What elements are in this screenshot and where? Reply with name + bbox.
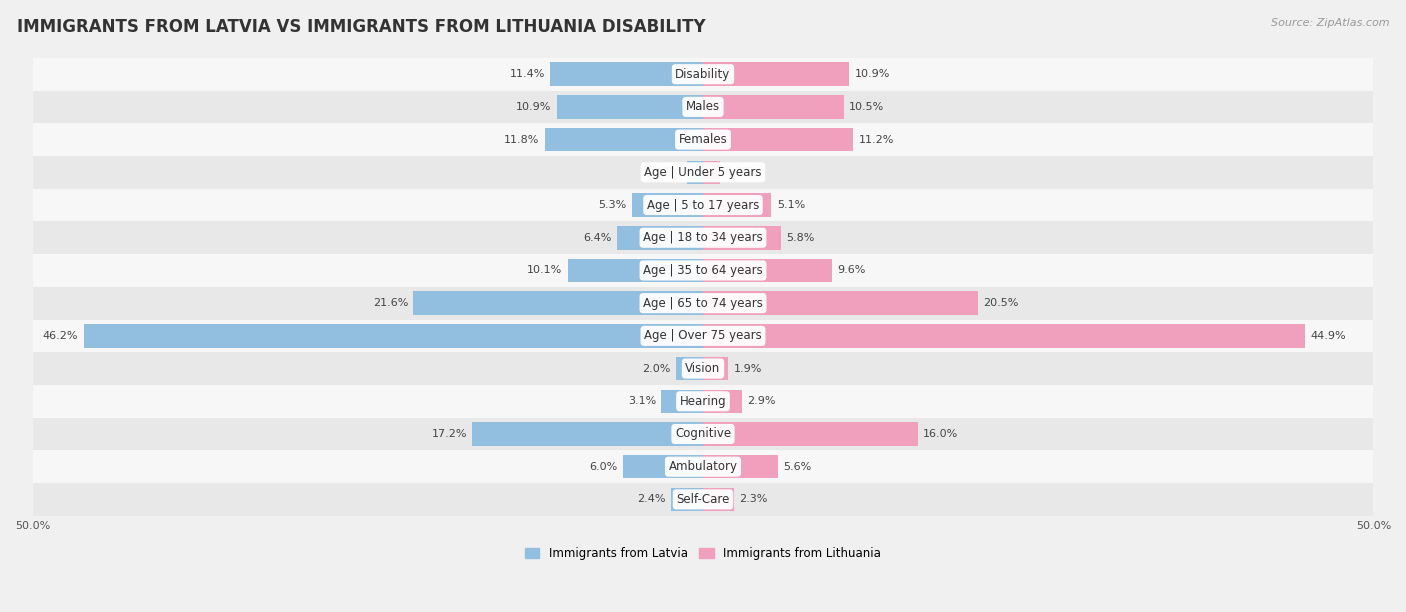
Bar [617, 226, 703, 250]
Text: 5.6%: 5.6% [783, 461, 811, 472]
Bar [703, 160, 720, 184]
Text: 20.5%: 20.5% [983, 298, 1018, 308]
Legend: Immigrants from Latvia, Immigrants from Lithuania: Immigrants from Latvia, Immigrants from … [520, 542, 886, 565]
Text: 21.6%: 21.6% [373, 298, 408, 308]
Text: 1.2%: 1.2% [654, 167, 682, 177]
Text: Self-Care: Self-Care [676, 493, 730, 506]
Text: 2.9%: 2.9% [747, 397, 776, 406]
Text: 44.9%: 44.9% [1310, 331, 1346, 341]
Bar [703, 226, 780, 250]
Bar [32, 222, 1374, 254]
Bar [703, 488, 734, 511]
Text: 6.4%: 6.4% [583, 233, 612, 243]
Text: 9.6%: 9.6% [837, 266, 866, 275]
Text: 11.4%: 11.4% [509, 69, 544, 79]
Text: Source: ZipAtlas.com: Source: ZipAtlas.com [1271, 18, 1389, 28]
Text: 10.9%: 10.9% [516, 102, 551, 112]
Bar [703, 193, 772, 217]
Bar [32, 188, 1374, 222]
Bar [631, 193, 703, 217]
Text: 3.1%: 3.1% [628, 397, 657, 406]
Text: Age | 65 to 74 years: Age | 65 to 74 years [643, 297, 763, 310]
Text: 1.3%: 1.3% [725, 167, 754, 177]
Text: 11.8%: 11.8% [505, 135, 540, 144]
Text: 5.1%: 5.1% [776, 200, 806, 210]
Bar [32, 254, 1374, 287]
Bar [32, 91, 1374, 123]
Text: 46.2%: 46.2% [42, 331, 79, 341]
Bar [32, 450, 1374, 483]
Text: 5.3%: 5.3% [599, 200, 627, 210]
Text: 17.2%: 17.2% [432, 429, 467, 439]
Bar [544, 128, 703, 151]
Bar [83, 324, 703, 348]
Bar [32, 385, 1374, 417]
Bar [703, 62, 849, 86]
Bar [32, 287, 1374, 319]
Bar [32, 58, 1374, 91]
Text: 2.3%: 2.3% [740, 494, 768, 504]
Text: Disability: Disability [675, 68, 731, 81]
Bar [550, 62, 703, 86]
Bar [32, 353, 1374, 385]
Text: 2.4%: 2.4% [637, 494, 665, 504]
Bar [671, 488, 703, 511]
Text: Age | 35 to 64 years: Age | 35 to 64 years [643, 264, 763, 277]
Bar [32, 123, 1374, 156]
Bar [703, 455, 778, 479]
Text: 10.5%: 10.5% [849, 102, 884, 112]
Bar [661, 389, 703, 413]
Bar [413, 291, 703, 315]
Bar [32, 156, 1374, 188]
Bar [703, 259, 832, 282]
Text: Females: Females [679, 133, 727, 146]
Text: 1.9%: 1.9% [734, 364, 762, 373]
Bar [703, 422, 918, 446]
Bar [568, 259, 703, 282]
Text: 11.2%: 11.2% [859, 135, 894, 144]
Bar [472, 422, 703, 446]
Bar [688, 160, 703, 184]
Text: Hearing: Hearing [679, 395, 727, 408]
Bar [703, 128, 853, 151]
Text: 16.0%: 16.0% [922, 429, 957, 439]
Text: IMMIGRANTS FROM LATVIA VS IMMIGRANTS FROM LITHUANIA DISABILITY: IMMIGRANTS FROM LATVIA VS IMMIGRANTS FRO… [17, 18, 706, 36]
Bar [557, 95, 703, 119]
Bar [703, 291, 977, 315]
Bar [703, 389, 742, 413]
Bar [32, 483, 1374, 516]
Text: 5.8%: 5.8% [786, 233, 814, 243]
Text: Age | 18 to 34 years: Age | 18 to 34 years [643, 231, 763, 244]
Text: Age | Under 5 years: Age | Under 5 years [644, 166, 762, 179]
Text: Vision: Vision [685, 362, 721, 375]
Bar [32, 417, 1374, 450]
Bar [676, 357, 703, 380]
Text: 6.0%: 6.0% [589, 461, 617, 472]
Text: Age | Over 75 years: Age | Over 75 years [644, 329, 762, 342]
Bar [703, 95, 844, 119]
Bar [623, 455, 703, 479]
Text: 10.1%: 10.1% [527, 266, 562, 275]
Text: 10.9%: 10.9% [855, 69, 890, 79]
Bar [703, 324, 1305, 348]
Text: Age | 5 to 17 years: Age | 5 to 17 years [647, 198, 759, 212]
Text: Ambulatory: Ambulatory [668, 460, 738, 473]
Bar [32, 319, 1374, 353]
Text: Cognitive: Cognitive [675, 428, 731, 441]
Bar [703, 357, 728, 380]
Text: Males: Males [686, 100, 720, 113]
Text: 2.0%: 2.0% [643, 364, 671, 373]
